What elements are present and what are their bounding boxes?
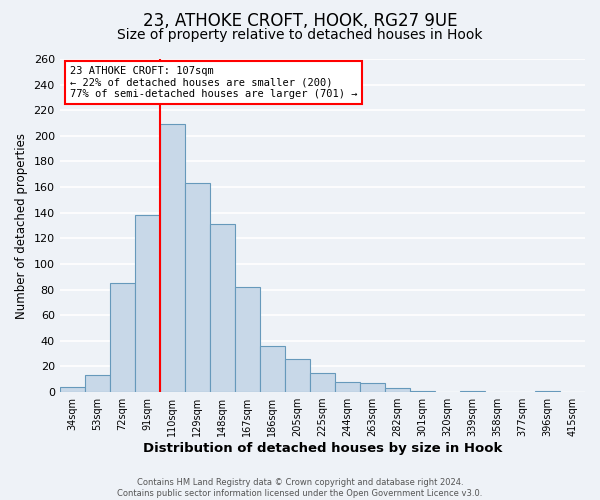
X-axis label: Distribution of detached houses by size in Hook: Distribution of detached houses by size …: [143, 442, 502, 455]
Bar: [360, 383, 385, 392]
Bar: [535, 391, 560, 392]
Bar: [410, 391, 435, 392]
Text: Size of property relative to detached houses in Hook: Size of property relative to detached ho…: [117, 28, 483, 42]
Bar: [160, 124, 185, 392]
Bar: [110, 283, 135, 392]
Bar: [210, 224, 235, 392]
Bar: [235, 287, 260, 392]
Bar: [285, 359, 310, 392]
Bar: [385, 388, 410, 392]
Bar: [59, 387, 85, 392]
Y-axis label: Number of detached properties: Number of detached properties: [15, 132, 28, 318]
Bar: [310, 373, 335, 392]
Bar: [335, 382, 360, 392]
Text: 23 ATHOKE CROFT: 107sqm
← 22% of detached houses are smaller (200)
77% of semi-d: 23 ATHOKE CROFT: 107sqm ← 22% of detache…: [70, 66, 358, 99]
Text: 23, ATHOKE CROFT, HOOK, RG27 9UE: 23, ATHOKE CROFT, HOOK, RG27 9UE: [143, 12, 457, 30]
Bar: [260, 346, 285, 392]
Bar: [135, 216, 160, 392]
Text: Contains HM Land Registry data © Crown copyright and database right 2024.
Contai: Contains HM Land Registry data © Crown c…: [118, 478, 482, 498]
Bar: [185, 184, 210, 392]
Bar: [85, 376, 110, 392]
Bar: [460, 391, 485, 392]
